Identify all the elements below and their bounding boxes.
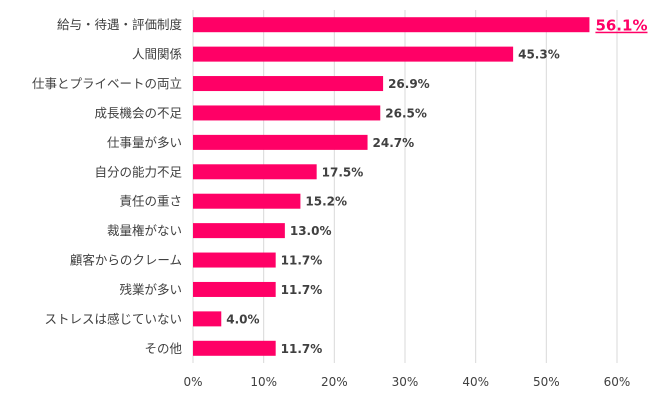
- category-label: 顧客からのクレーム: [70, 253, 182, 268]
- bar: [193, 76, 384, 92]
- data-label: 26.5%: [385, 106, 427, 120]
- x-tick-label: 30%: [392, 375, 419, 389]
- bar: [193, 311, 222, 327]
- category-label: 成長機会の不足: [94, 105, 182, 120]
- bar: [193, 281, 276, 297]
- data-label: 15.2%: [305, 195, 347, 209]
- category-label: 仕事とプライベートの両立: [32, 76, 182, 91]
- bar: [193, 223, 285, 239]
- bar: [193, 193, 301, 209]
- bar: [193, 340, 276, 356]
- data-label: 4.0%: [226, 312, 259, 326]
- bar: [193, 46, 514, 62]
- data-label: 45.3%: [518, 48, 560, 62]
- data-label: 26.9%: [388, 77, 430, 91]
- data-label: 17.5%: [322, 165, 364, 179]
- data-label: 11.7%: [281, 254, 323, 268]
- category-label: その他: [144, 341, 182, 356]
- x-tick-label: 10%: [250, 375, 277, 389]
- x-tick-label: 0%: [183, 375, 202, 389]
- x-tick-label: 60%: [604, 375, 631, 389]
- category-label: 自分の能力不足: [94, 164, 182, 179]
- bar: [193, 17, 590, 33]
- category-label: 残業が多い: [119, 282, 182, 297]
- category-label: 仕事量が多い: [107, 135, 182, 150]
- category-label: ストレスは感じていない: [44, 311, 182, 326]
- bar: [193, 134, 368, 150]
- bar: [193, 164, 317, 180]
- bar: [193, 252, 276, 268]
- data-label: 11.7%: [281, 283, 323, 297]
- category-label: 裁量権がない: [107, 223, 182, 238]
- data-label: 11.7%: [281, 342, 323, 356]
- data-label: 56.1%: [595, 17, 647, 35]
- data-label: 24.7%: [373, 136, 415, 150]
- x-tick-label: 40%: [462, 375, 489, 389]
- bar: [193, 105, 381, 121]
- category-label: 責任の重さ: [119, 194, 182, 209]
- category-label: 給与・待遇・評価制度: [57, 17, 183, 32]
- x-tick-label: 50%: [533, 375, 560, 389]
- x-tick-label: 20%: [321, 375, 348, 389]
- data-label: 13.0%: [290, 224, 332, 238]
- category-label: 人間関係: [132, 47, 182, 62]
